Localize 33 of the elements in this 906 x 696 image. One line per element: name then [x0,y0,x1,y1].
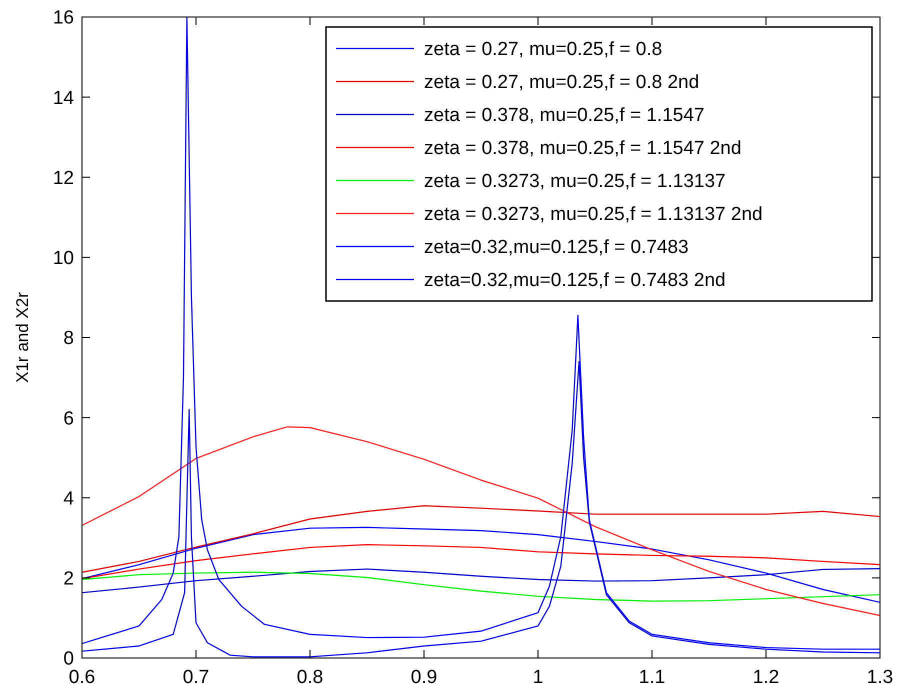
x-tick-label: 1 [532,667,544,688]
y-tick-label: 0 [63,648,74,670]
legend-label: zeta = 0.3273, mu=0.25,f = 1.13137 2nd [424,204,763,226]
x-tick-label: 0.8 [296,667,324,688]
y-tick-label: 6 [63,408,74,430]
legend-label: zeta = 0.27, mu=0.25,f = 0.8 [424,39,662,60]
y-tick-label: 2 [63,568,74,590]
x-tick-label: 1.2 [752,667,780,688]
line-series [82,17,880,650]
line-series [82,426,880,616]
y-tick-label: 14 [52,88,74,109]
y-tick-label: 4 [63,488,74,510]
y-tick-label: 16 [52,8,74,29]
y-tick-label: 8 [63,328,74,350]
legend-label: zeta = 0.27, mu=0.25,f = 0.8 2nd [424,72,700,94]
line-series [82,360,880,658]
line-series [82,505,880,573]
y-tick-label: 10 [52,248,74,270]
x-tick-label: 0.7 [182,667,210,688]
legend-label: zeta=0.32,mu=0.125,f = 0.7483 [424,237,689,258]
legend-label: zeta = 0.378, mu=0.25,f = 1.1547 [424,105,704,126]
y-tick-label: 12 [52,168,74,189]
y-axis-title: X1r and X2r [13,292,32,383]
legend-label: zeta=0.32,mu=0.125,f = 0.7483 2nd [424,270,726,292]
x-tick-label: 0.6 [68,667,96,688]
x-tick-label: 0.9 [410,667,438,688]
x-tick-label: 1.1 [638,667,666,688]
legend-label: zeta = 0.3273, mu=0.25,f = 1.13137 [424,171,726,192]
x-tick-label: 1.3 [866,667,894,688]
line-series [82,572,880,602]
line-series [82,568,880,594]
legend-label: zeta = 0.378, mu=0.25,f = 1.1547 2nd [424,138,742,160]
line-series [82,544,880,580]
